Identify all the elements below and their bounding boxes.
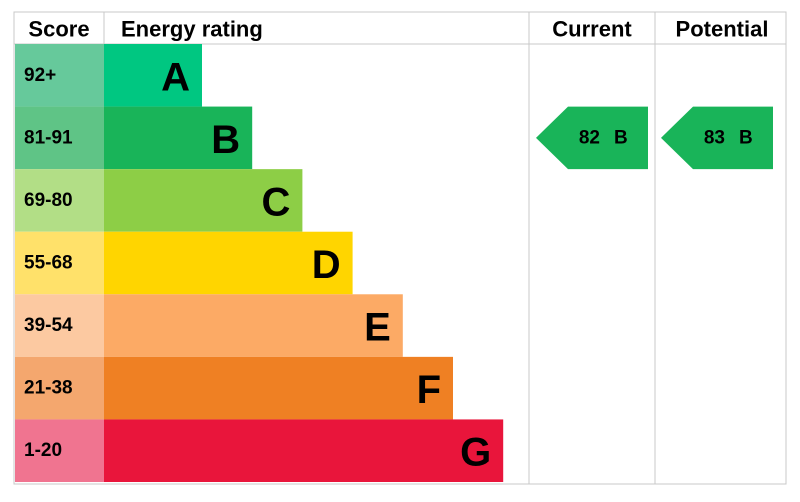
band-letter: G bbox=[460, 431, 491, 475]
band-bar bbox=[104, 231, 353, 295]
current-arrow bbox=[536, 106, 648, 170]
band-score: 39-54 bbox=[24, 315, 73, 336]
frame bbox=[13, 11, 787, 485]
band-letter: B bbox=[211, 118, 240, 162]
band-score: 55-68 bbox=[24, 253, 73, 274]
band-score: 92+ bbox=[24, 65, 56, 86]
band-bar bbox=[104, 356, 453, 420]
score-cell bbox=[15, 419, 104, 482]
score-cell bbox=[15, 44, 104, 107]
band-letter: A bbox=[161, 55, 190, 99]
score-cell bbox=[15, 231, 104, 295]
band-score: 81-91 bbox=[24, 127, 73, 148]
band-bar bbox=[104, 106, 253, 170]
potential-arrow bbox=[661, 106, 773, 170]
band-letter: E bbox=[364, 306, 391, 350]
energy-rating-header: Energy rating bbox=[121, 17, 263, 42]
score-header: Score bbox=[28, 17, 89, 42]
score-cell bbox=[15, 169, 104, 232]
band-bar bbox=[104, 169, 303, 232]
band-score: 69-80 bbox=[24, 190, 73, 211]
band-score: 1-20 bbox=[24, 440, 62, 461]
score-cell bbox=[15, 356, 104, 420]
potential-header: Potential bbox=[676, 17, 769, 42]
score-cell bbox=[15, 106, 104, 170]
potential-score: 83 bbox=[704, 127, 725, 148]
score-cell bbox=[15, 294, 104, 357]
band-letter: D bbox=[312, 243, 341, 287]
band-bar bbox=[104, 294, 403, 357]
band-letter: C bbox=[262, 180, 291, 224]
band-bar bbox=[104, 44, 202, 107]
band-bar bbox=[104, 419, 504, 482]
band-score: 21-38 bbox=[24, 378, 73, 399]
potential-band: B bbox=[739, 127, 753, 148]
current-score: 82 bbox=[579, 127, 600, 148]
current-band: B bbox=[614, 127, 628, 148]
current-header: Current bbox=[552, 17, 632, 42]
band-letter: F bbox=[417, 368, 441, 412]
